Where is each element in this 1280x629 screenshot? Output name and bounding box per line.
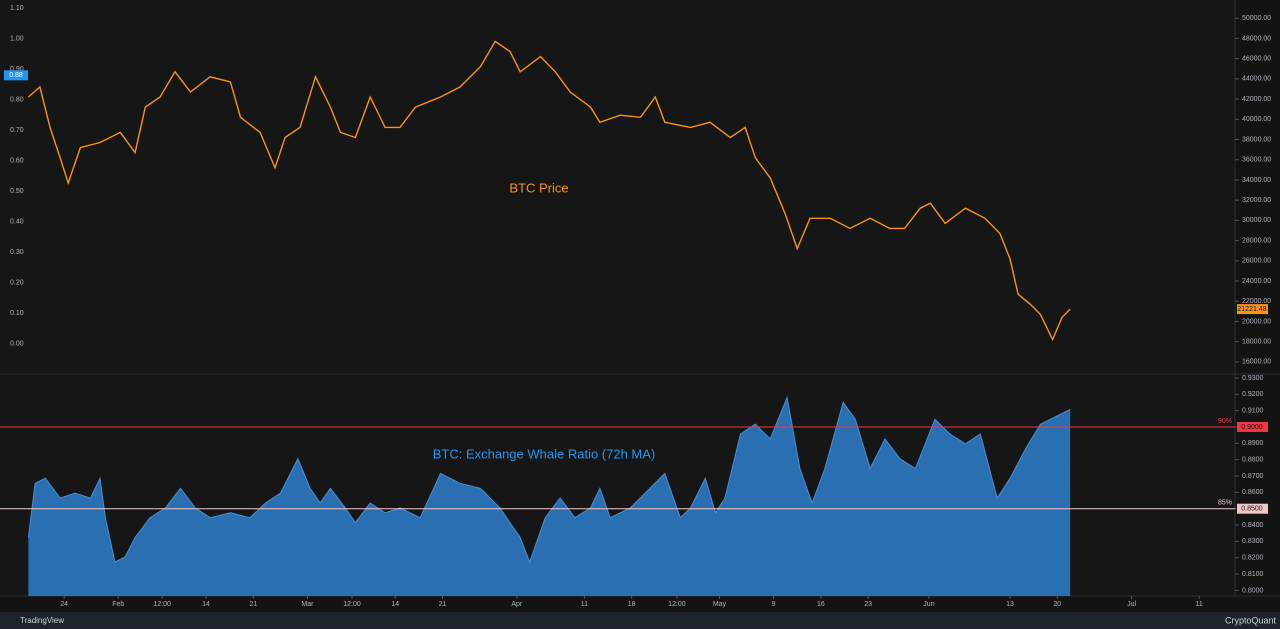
x-tick-label: 11: [1196, 601, 1203, 608]
left-tick-label: 0.70: [10, 127, 24, 134]
y-tick-label: 16000.00: [1242, 359, 1271, 366]
left-tick-label: 0.40: [10, 219, 24, 226]
y-tick-label: 42000.00: [1242, 96, 1271, 103]
y-tick-label: 0.9300: [1242, 375, 1264, 382]
x-tick-label: 14: [202, 601, 210, 608]
footer-bar: [0, 612, 1280, 629]
x-tick-label: 20: [1053, 601, 1061, 608]
y-tick-label: 0.8800: [1242, 457, 1264, 464]
y-tick-label: 0.8700: [1242, 473, 1264, 480]
y-tick-label: 36000.00: [1242, 157, 1271, 164]
y-tick-label: 30000.00: [1242, 217, 1271, 224]
x-tick-label: 13: [1006, 601, 1014, 608]
area-line: [27, 395, 1071, 564]
ratio-annotation: BTC: Exchange Whale Ratio (72h MA): [433, 446, 656, 461]
y-tick-label: 0.8900: [1242, 440, 1264, 447]
reference-tag-bg: [1237, 503, 1268, 514]
x-tick-label: 9: [772, 601, 776, 608]
x-tick-label: Jul: [1127, 601, 1136, 608]
x-tick-label: Feb: [112, 601, 124, 608]
x-tick-label: 12:00: [343, 601, 361, 608]
x-tick-label: Jun: [923, 601, 934, 608]
y-tick-label: 50000.00: [1242, 15, 1271, 22]
left-tick-label: 0.00: [10, 341, 24, 348]
left-tick-label: 0.60: [10, 158, 24, 165]
y-tick-label: 34000.00: [1242, 177, 1271, 184]
y-tick-label: 48000.00: [1242, 35, 1271, 42]
current-value-tag-bg: [1237, 304, 1268, 315]
left-tick-label: 0.10: [10, 310, 24, 317]
left-marker: 0.88: [9, 72, 23, 79]
x-tick-label: 14: [391, 601, 399, 608]
reference-label: 90%: [1218, 418, 1232, 425]
price-line: [27, 40, 1071, 342]
left-marker-bg: [4, 70, 28, 81]
reference-tag-bg: [1237, 421, 1268, 432]
y-tick-label: 0.9200: [1242, 391, 1264, 398]
y-tick-label: 26000.00: [1242, 258, 1271, 265]
y-tick-label: 0.8400: [1242, 522, 1264, 529]
left-tick-label: 1.10: [10, 5, 24, 12]
y-tick-label: 24000.00: [1242, 278, 1271, 285]
x-tick-label: 21: [249, 601, 257, 608]
y-tick-label: 28000.00: [1242, 237, 1271, 244]
y-tick-label: 0.8300: [1242, 538, 1264, 545]
left-tick-label: 0.80: [10, 97, 24, 104]
price-pane: [0, 0, 1235, 373]
reference-label: 85%: [1218, 500, 1232, 507]
y-tick-label: 18000.00: [1242, 339, 1271, 346]
left-tick-label: 0.90: [10, 66, 24, 73]
y-tick-label: 38000.00: [1242, 136, 1271, 143]
y-tick-label: 0.9100: [1242, 407, 1264, 414]
y-tick-label: 0.8200: [1242, 555, 1264, 562]
price-annotation: BTC Price: [509, 180, 568, 195]
y-tick-label: 20000.00: [1242, 318, 1271, 325]
x-tick-label: 12:00: [668, 601, 686, 608]
x-tick-label: 18: [628, 601, 636, 608]
x-tick-label: May: [713, 601, 727, 608]
left-tick-label: 1.00: [10, 36, 24, 43]
area-fill: [28, 397, 1071, 596]
y-tick-label: 44000.00: [1242, 76, 1271, 83]
y-tick-label: 46000.00: [1242, 55, 1271, 62]
y-tick-label: 0.8600: [1242, 489, 1264, 496]
y-tick-label: 40000.00: [1242, 116, 1271, 123]
current-value-tag: 21221.48: [1237, 306, 1266, 313]
x-tick-label: Mar: [301, 601, 314, 608]
y-tick-label: 0.8100: [1242, 571, 1264, 578]
x-tick-label: 16: [817, 601, 825, 608]
footer-left: TradingView: [20, 616, 64, 625]
reference-tag: 0.9000: [1241, 424, 1263, 431]
left-tick-label: 0.50: [10, 188, 24, 195]
y-tick-label: 32000.00: [1242, 197, 1271, 204]
y-tick-label: 22000.00: [1242, 298, 1271, 305]
left-tick-label: 0.20: [10, 280, 24, 287]
x-tick-label: 12:00: [153, 601, 171, 608]
x-tick-label: 21: [439, 601, 447, 608]
x-tick-label: 24: [60, 601, 68, 608]
x-tick-label: 23: [864, 601, 872, 608]
left-tick-label: 0.30: [10, 249, 24, 256]
reference-tag: 0.8500: [1241, 506, 1263, 513]
y-tick-label: 0.8000: [1242, 587, 1264, 594]
x-tick-label: 11: [581, 601, 588, 608]
x-tick-label: Apr: [511, 601, 523, 608]
footer-right: CryptoQuant: [1225, 615, 1277, 625]
